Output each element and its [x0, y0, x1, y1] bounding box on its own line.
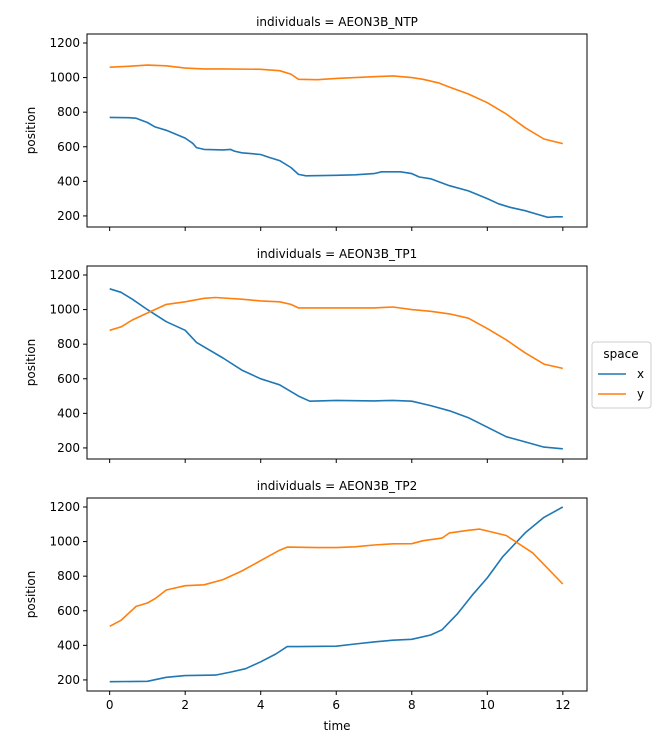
y-tick-label: 800 — [57, 337, 80, 351]
series-line-y — [109, 296, 563, 370]
y-axis-label: position — [24, 571, 38, 619]
y-tick-label: 600 — [57, 604, 80, 618]
series-line-x — [109, 116, 563, 219]
x-tick-label: 4 — [257, 698, 265, 712]
legend-label-y: y — [637, 387, 644, 401]
x-tick-label: 6 — [332, 698, 340, 712]
series-line-y — [109, 528, 564, 628]
legend-title: space — [603, 347, 638, 361]
panel-title: individuals = AEON3B_NTP — [256, 15, 418, 29]
series-line-y — [109, 64, 563, 145]
y-axis-label: position — [24, 339, 38, 387]
y-tick-label: 400 — [57, 174, 80, 188]
y-tick-label: 200 — [57, 209, 80, 223]
axes-frame — [86, 33, 588, 228]
x-tick-label: 0 — [106, 698, 114, 712]
legend-label-x: x — [637, 367, 644, 381]
y-axis-label: position — [24, 107, 38, 155]
panel-title: individuals = AEON3B_TP2 — [257, 479, 417, 493]
x-tick-label: 8 — [408, 698, 416, 712]
y-tick-label: 200 — [57, 673, 80, 687]
y-tick-label: 1000 — [49, 71, 80, 85]
y-tick-label: 400 — [57, 406, 80, 420]
y-tick-label: 400 — [57, 638, 80, 652]
y-tick-label: 1000 — [49, 303, 80, 317]
x-axis-label: time — [323, 719, 350, 733]
y-tick-label: 800 — [57, 569, 80, 583]
series-line-x — [109, 288, 563, 450]
y-tick-label: 600 — [57, 372, 80, 386]
x-tick-label: 12 — [555, 698, 570, 712]
panel-title: individuals = AEON3B_TP1 — [257, 247, 417, 261]
axes-frame — [86, 265, 588, 460]
axes-frame — [86, 497, 588, 692]
y-tick-label: 1000 — [49, 535, 80, 549]
y-tick-label: 1200 — [49, 36, 80, 50]
y-tick-label: 800 — [57, 105, 80, 119]
legend-box — [591, 341, 652, 409]
x-tick-label: 2 — [181, 698, 189, 712]
series-line-x — [109, 506, 564, 683]
y-tick-label: 600 — [57, 140, 80, 154]
y-tick-label: 200 — [57, 441, 80, 455]
y-tick-label: 1200 — [49, 268, 80, 282]
y-tick-label: 1200 — [49, 500, 80, 514]
x-tick-label: 10 — [480, 698, 495, 712]
